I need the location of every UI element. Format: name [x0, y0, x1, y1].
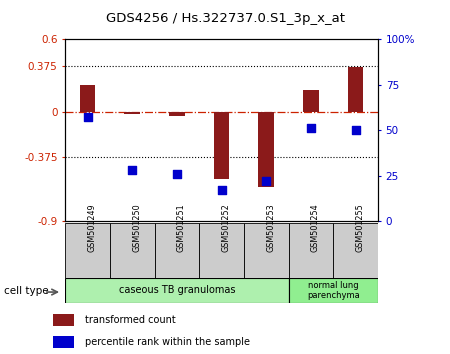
- Text: GSM501251: GSM501251: [177, 203, 186, 252]
- Text: cell type: cell type: [4, 286, 49, 296]
- Bar: [155, 223, 199, 278]
- Point: [129, 167, 136, 173]
- Bar: [65, 223, 110, 278]
- Bar: [303, 90, 319, 112]
- Point: [263, 178, 270, 184]
- Bar: [53, 336, 74, 348]
- Bar: [169, 112, 185, 115]
- Bar: [199, 223, 244, 278]
- Bar: [80, 85, 95, 112]
- Text: GSM501249: GSM501249: [88, 203, 97, 252]
- Bar: [125, 112, 140, 114]
- Bar: [110, 223, 155, 278]
- Text: GSM501252: GSM501252: [221, 203, 230, 252]
- Text: transformed count: transformed count: [85, 315, 176, 325]
- Point: [352, 127, 359, 133]
- Bar: [258, 112, 274, 187]
- Point: [218, 187, 225, 193]
- Bar: [348, 67, 364, 112]
- Bar: [288, 223, 333, 278]
- Bar: [65, 278, 288, 303]
- Text: GSM501250: GSM501250: [132, 203, 141, 252]
- Text: GDS4256 / Hs.322737.0.S1_3p_x_at: GDS4256 / Hs.322737.0.S1_3p_x_at: [105, 12, 345, 25]
- Bar: [333, 223, 378, 278]
- Bar: [53, 314, 74, 326]
- Bar: [288, 278, 378, 303]
- Bar: [244, 223, 288, 278]
- Point: [84, 114, 91, 120]
- Text: GSM501254: GSM501254: [311, 203, 320, 252]
- Point: [173, 171, 180, 177]
- Text: GSM501253: GSM501253: [266, 203, 275, 252]
- Text: GSM501255: GSM501255: [356, 203, 364, 252]
- Text: caseous TB granulomas: caseous TB granulomas: [119, 285, 235, 295]
- Bar: [214, 112, 230, 179]
- Point: [307, 125, 315, 131]
- Text: normal lung
parenchyma: normal lung parenchyma: [307, 281, 360, 300]
- Text: percentile rank within the sample: percentile rank within the sample: [85, 337, 250, 347]
